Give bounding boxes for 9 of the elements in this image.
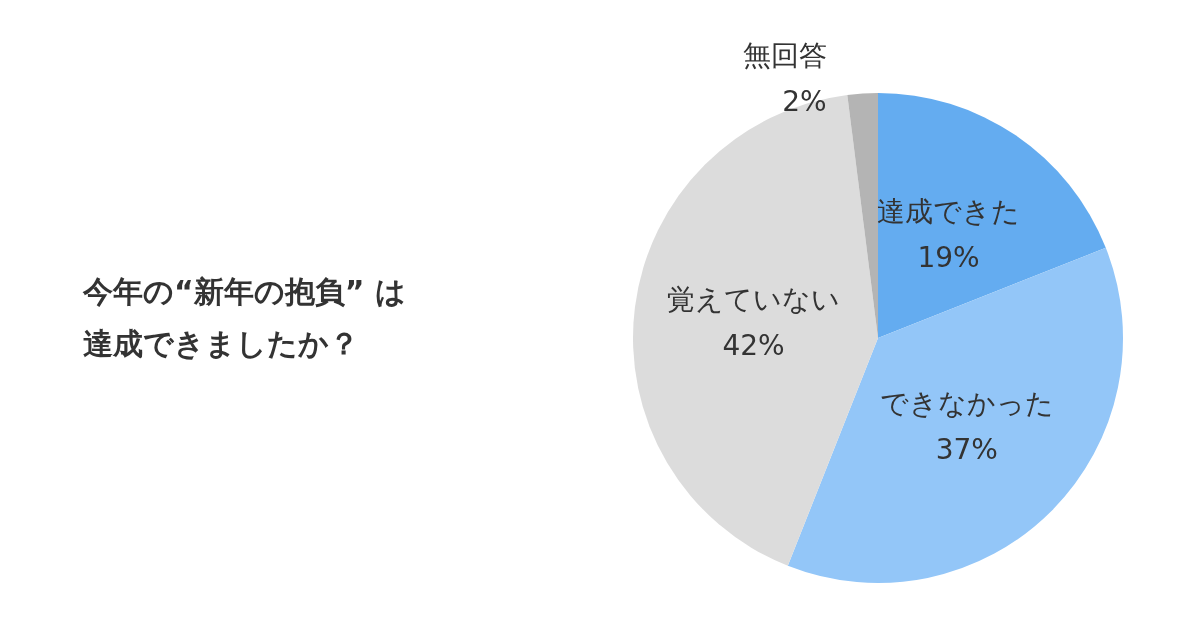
- data-label: 42%: [722, 328, 785, 362]
- text: 今年の“新年の抱負” は達成できましたか？: [82, 273, 406, 361]
- data-label: 2%: [782, 85, 827, 119]
- slice-label: 達成できた: [877, 194, 1021, 228]
- data-label: 19%: [917, 240, 980, 274]
- data-label: 37%: [935, 433, 998, 467]
- slice-label: できなかった: [879, 387, 1054, 421]
- slice-label: 覚えていない: [666, 282, 840, 316]
- slice-label: 無回答: [742, 39, 827, 73]
